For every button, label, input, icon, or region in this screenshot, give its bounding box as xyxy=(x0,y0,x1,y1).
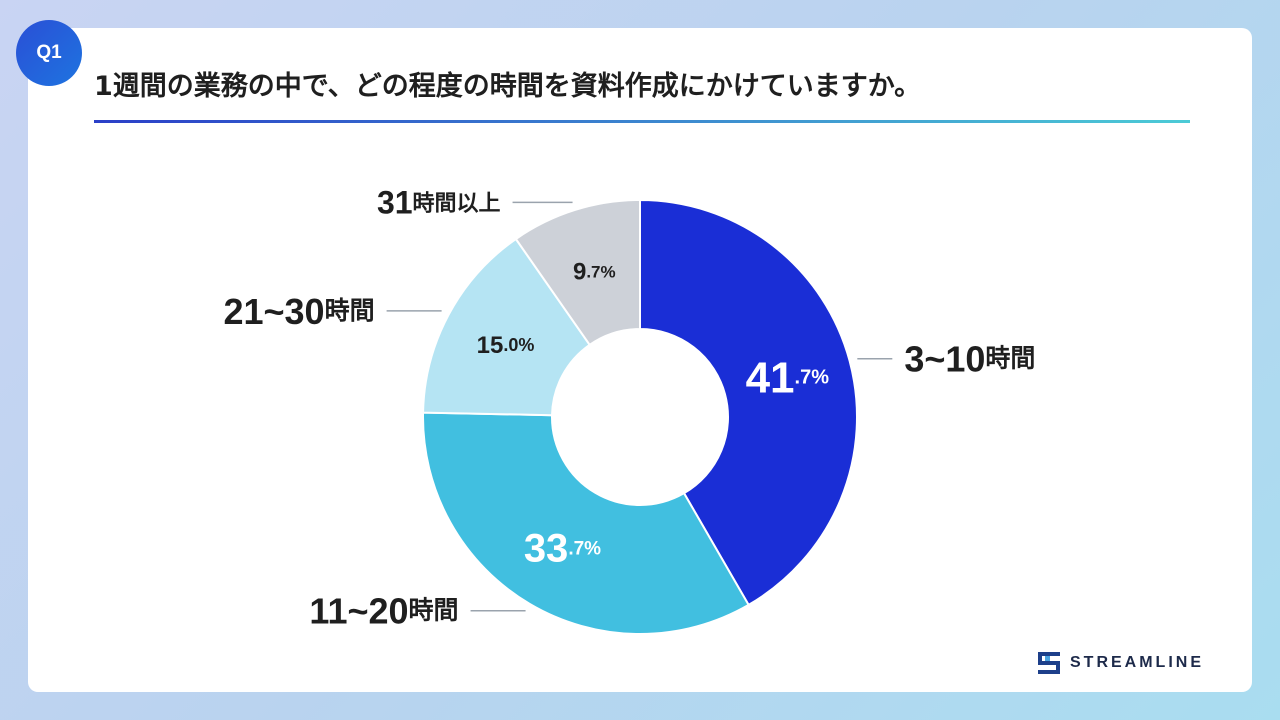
pct-label-4: 9.7% xyxy=(573,258,616,285)
slice-1 xyxy=(639,198,858,607)
category-label-1: 3~10時間 xyxy=(904,338,1035,379)
slice-4 xyxy=(514,198,641,347)
pct-label-1: 41.7% xyxy=(746,353,830,402)
title-divider xyxy=(94,120,1190,123)
pct-label-3: 15.0% xyxy=(477,332,535,359)
slice-2 xyxy=(422,411,750,635)
page-title: 1週間の業務の中で、どの程度の時間を資料作成にかけていますか。 xyxy=(94,71,922,102)
category-label-3: 21~30時間 xyxy=(223,290,374,331)
slice-3 xyxy=(422,237,592,417)
category-label-4: 31時間以上 xyxy=(377,184,501,220)
brand-name: STREAMLINE xyxy=(1070,654,1204,671)
category-label-2: 11~20時間 xyxy=(309,590,458,631)
question-badge: Q1 xyxy=(16,20,82,86)
streamline-logo-icon xyxy=(1038,652,1060,674)
pct-label-2: 33.7% xyxy=(524,526,601,570)
brand-logo: STREAMLINE xyxy=(1038,652,1204,674)
